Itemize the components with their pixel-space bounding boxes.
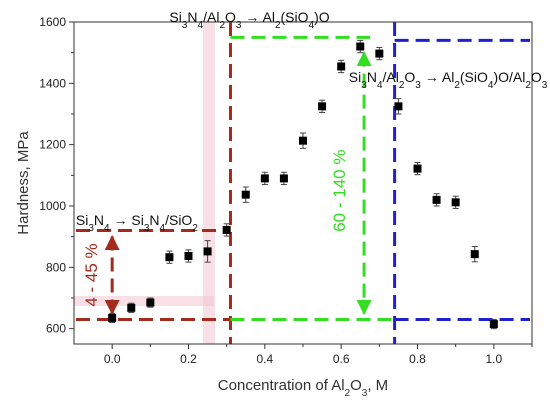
y-tick-label: 1200 (39, 138, 66, 152)
x-tick-label: 1.0 (485, 352, 502, 366)
axis-ticks: 0.0 0.2 0.4 0.6 0.8 1.0 600 800 1000 1200 1400 1600 (39, 15, 533, 366)
point-marker (451, 198, 460, 207)
data-point (394, 98, 403, 115)
highlight-band-horizontal (74, 296, 214, 306)
data-point (318, 99, 327, 113)
point-marker (356, 42, 365, 51)
x-tick-label: 0.6 (333, 352, 350, 366)
data-point (260, 171, 269, 186)
annotations: Si3N4 → Si3N4/SiO2 Si3N4/Al2O3 → Al2(SiO4… (76, 9, 548, 234)
x-tick-label: 0.8 (409, 352, 426, 366)
red-range-label: 4 - 45 % (82, 243, 101, 306)
data-point (127, 302, 136, 313)
data-point (279, 171, 288, 186)
data-point (413, 161, 422, 176)
highlight-band-vertical (203, 22, 215, 344)
point-marker (279, 174, 288, 183)
green-range-label: 60 - 140 % (330, 150, 349, 232)
x-tick-label: 0.2 (180, 352, 197, 366)
data-point (108, 312, 117, 324)
data-points (108, 39, 498, 330)
point-marker (337, 62, 346, 71)
x-axis-label: Concentration of Al2O3, M (218, 377, 388, 399)
y-tick-label: 600 (46, 322, 66, 336)
point-marker (184, 251, 193, 260)
point-marker (146, 298, 155, 307)
point-marker (260, 174, 269, 183)
y-tick-label: 800 (46, 260, 66, 274)
data-point (241, 186, 250, 203)
point-marker (413, 164, 422, 173)
point-marker (470, 250, 479, 259)
point-marker (299, 136, 307, 145)
data-point (203, 240, 212, 263)
point-marker (394, 102, 403, 111)
point-marker (318, 102, 327, 111)
data-point (470, 245, 479, 263)
point-marker (108, 313, 117, 322)
x-tick-label: 0.0 (104, 352, 121, 366)
data-point (184, 249, 193, 263)
data-point (222, 223, 231, 237)
data-point (451, 195, 460, 209)
data-point (337, 59, 346, 74)
y-tick-label: 1400 (39, 76, 66, 90)
point-marker (203, 247, 212, 256)
point-marker (375, 49, 384, 58)
point-marker (222, 225, 231, 234)
data-point (356, 39, 365, 54)
reaction-annotation: Si3N4 → Si3N4/SiO2 (76, 212, 198, 234)
data-point (165, 250, 174, 264)
point-marker (127, 303, 136, 312)
reaction-annotation: Si3N4/Al2O3 → Al2(SiO4)O/Al2O3 (349, 69, 548, 91)
data-point (146, 297, 155, 308)
point-marker (165, 253, 174, 262)
reaction-annotation: Si3N4/Al2O3 → Al2(SiO4)O (169, 9, 329, 31)
data-point (375, 46, 384, 61)
y-axis-label: Hardness, MPa (15, 131, 32, 235)
y-tick-label: 1000 (39, 199, 66, 213)
data-point (299, 132, 307, 149)
data-point (489, 318, 498, 330)
point-marker (241, 190, 250, 199)
region-guides: 4 - 45 % 60 - 140 % (76, 22, 530, 344)
x-tick-label: 0.4 (256, 352, 273, 366)
point-marker (489, 320, 498, 329)
point-marker (432, 195, 441, 204)
data-point (432, 193, 441, 207)
y-tick-label: 1600 (39, 15, 66, 29)
